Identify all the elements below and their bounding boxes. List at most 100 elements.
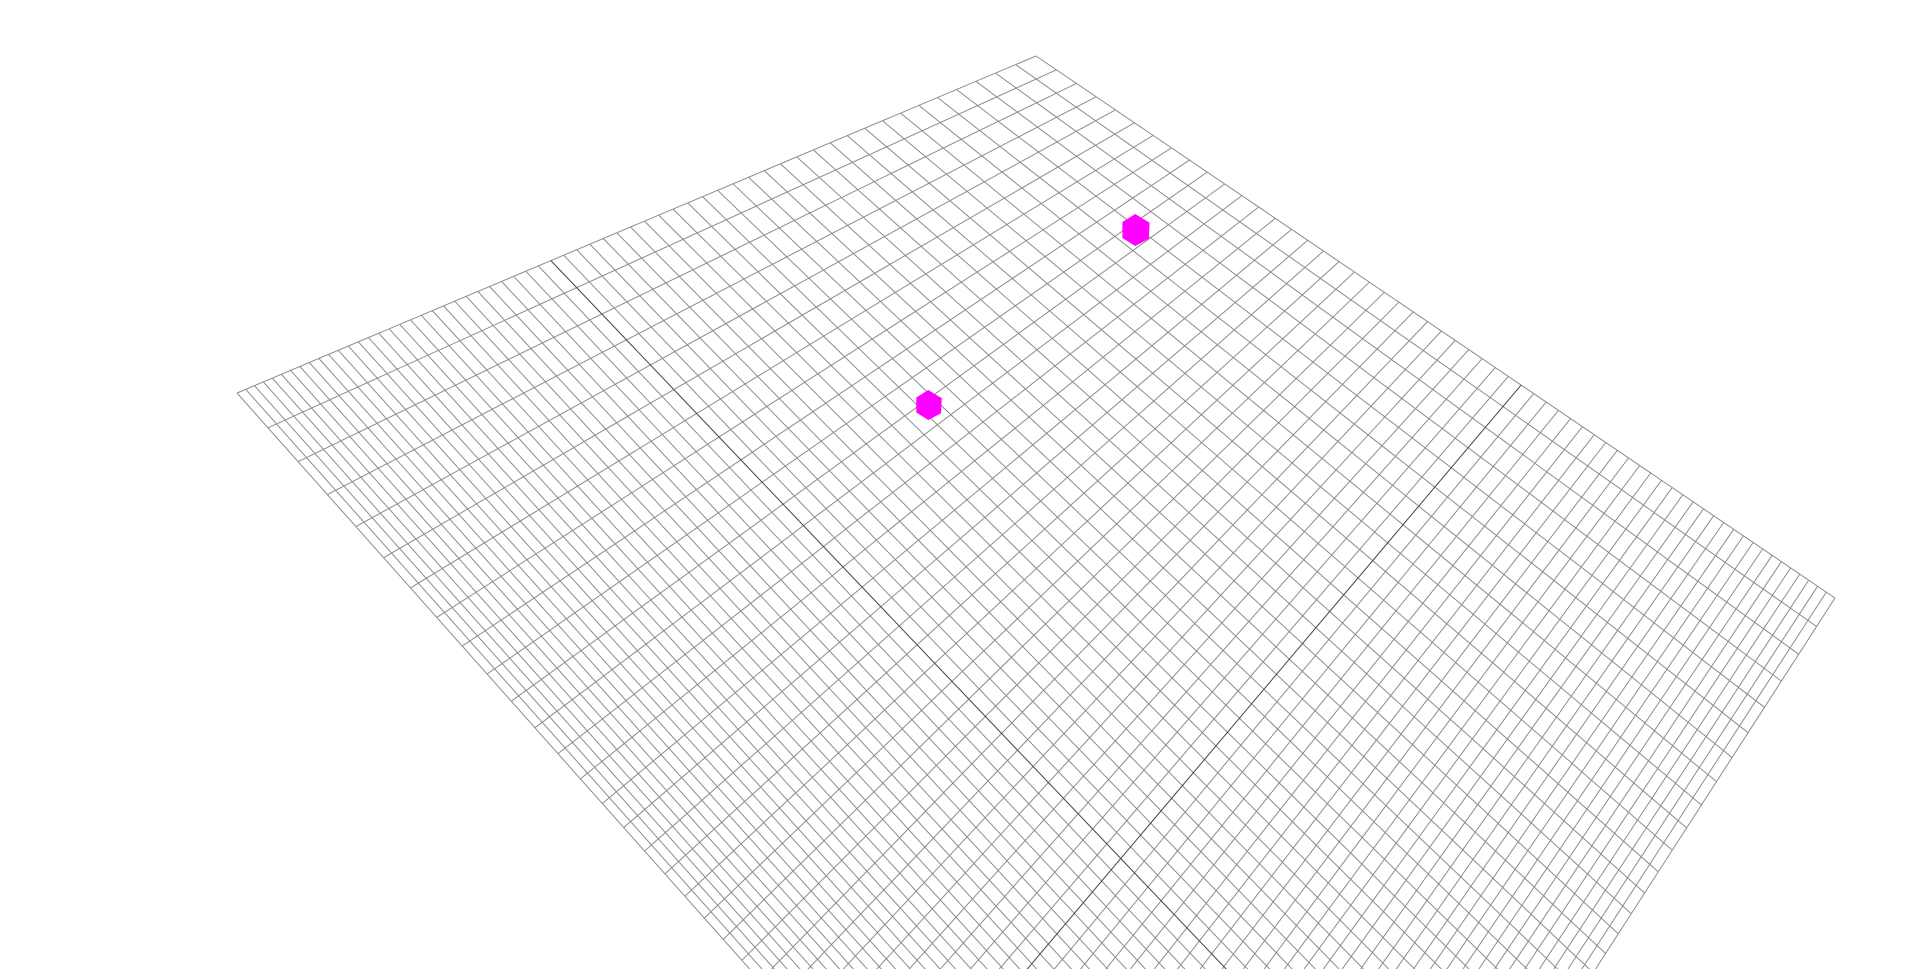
grid-line [1412,522,1725,969]
grid-line [644,220,1390,969]
cube-face [916,390,942,420]
grid-line [672,208,1443,969]
grid-line [1567,585,1819,969]
grid-line [308,362,854,969]
grid-line [717,189,1528,969]
grid-line [937,97,1749,734]
grid-line [812,149,1645,894]
grid-line [1322,487,1673,969]
grid-line [355,109,1116,528]
grid-line [383,122,1135,559]
grid-line [525,270,1186,969]
grid-line [1462,542,1754,969]
grid-line [1594,597,1836,969]
grid-line [842,330,1442,969]
grid-line [576,249,1271,969]
grid-line [995,72,1799,655]
grid-line [1341,494,1684,969]
grid-line [486,171,1208,675]
grid-line [399,324,988,969]
grid-line [1015,64,1817,627]
grid-line [908,349,1470,969]
grid-line [318,358,868,969]
grid-line [1199,442,1607,969]
grid-line [846,135,1673,851]
magenta-cube-marker[interactable] [1122,214,1150,246]
grid-line [722,291,1385,940]
grid-line [563,254,1249,969]
grid-line [630,226,1365,969]
grid-line [1263,465,1641,969]
grid-line [245,388,763,969]
grid-line [616,232,1340,969]
grid-line [378,332,957,969]
grid-line [368,337,941,969]
grid-line [511,183,1225,702]
grid-line [1429,529,1735,969]
grid-line [388,328,972,969]
grid-line [347,345,911,969]
grid-line [254,385,776,969]
grid-line [741,301,1400,961]
grid-line [900,112,1717,782]
grid-line [580,217,1276,780]
grid-line [454,300,1073,969]
grid-line [328,354,882,969]
grid-line [1221,449,1618,969]
grid-line [465,295,1091,969]
grid-line [876,340,1456,969]
grid-line [410,134,1154,589]
grid-line [436,147,1172,618]
grid-line [267,69,1057,429]
grid-line [623,239,1309,828]
grid-line [489,286,1127,969]
grid-line [702,196,1499,969]
magenta-cube-marker[interactable] [916,390,942,420]
grid-line [271,377,801,969]
grid-line [1360,501,1694,969]
grid-line [1478,548,1764,969]
grid-line [658,214,1416,969]
grid-line [644,250,1324,852]
grid-line [290,370,827,969]
grid-line [1176,434,1595,969]
cube-face [1122,214,1150,246]
grid-line [281,373,814,969]
grid-line [1283,472,1652,969]
grid-line [1053,393,1535,969]
grid-line [477,291,1109,969]
grid-line [703,281,1370,919]
grid-line [1493,555,1773,969]
grid-line [513,275,1166,969]
grid-line [1242,457,1629,969]
grid-line [236,392,751,969]
grid-line [589,243,1293,969]
grid-line [327,96,1097,496]
grid-line [684,271,1355,897]
grid-line [534,195,1243,729]
grid-line [299,366,841,969]
grid-line [939,358,1483,969]
grid-line [1303,480,1662,969]
grid-line [1446,535,1744,969]
grid-line [501,281,1147,969]
grid-center-axes [550,260,1522,969]
grid-line [918,105,1733,758]
grid-line [262,381,788,969]
grid-line [763,170,1606,954]
grid-line [1581,591,1827,969]
grid-line [1553,579,1810,969]
grid-line [1395,515,1715,969]
grid-line [1538,573,1801,969]
grid-line [443,305,1055,969]
grid-line [357,341,926,969]
grid-line [1378,508,1704,969]
grid-line [1079,401,1547,969]
grid-line [601,229,1292,804]
grid-line [236,55,1037,394]
grid-line [431,310,1038,969]
grid-line [297,82,1077,463]
grid-line [1035,55,1836,599]
